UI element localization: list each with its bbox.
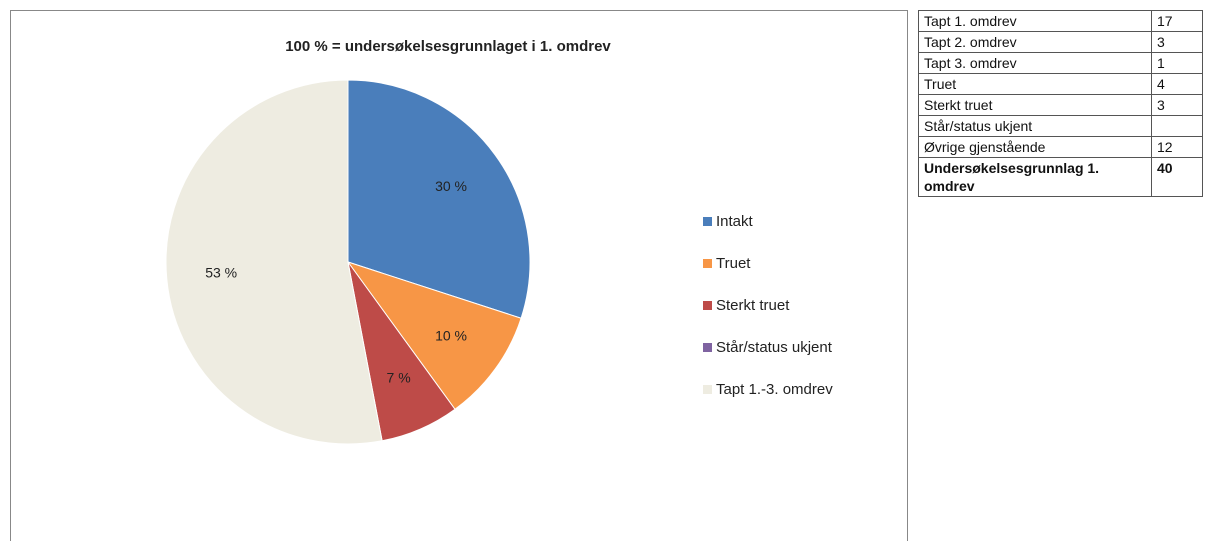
legend-swatch	[703, 259, 712, 268]
legend-label: Står/status ukjent	[716, 339, 833, 356]
legend-label: Truet	[716, 255, 751, 272]
table-cell	[1151, 115, 1203, 137]
data-label: 10 %	[435, 328, 467, 344]
table-cell: Står/status ukjent	[918, 115, 1152, 137]
table-cell: 12	[1151, 136, 1203, 158]
pie-slice	[346, 261, 522, 410]
table-row: Truet 4	[918, 73, 1203, 95]
chart-title: 100 % = undersøkelsesgrunnlaget i 1. omd…	[285, 38, 611, 55]
table-cell: Sterkt truet	[918, 94, 1152, 116]
table-cell: 4	[1151, 73, 1203, 95]
data-label: 53 %	[205, 265, 237, 281]
table-cell: Tapt 1. omdrev	[918, 10, 1152, 32]
table-cell: Tapt 2. omdrev	[918, 31, 1152, 53]
legend-swatch	[703, 343, 712, 352]
table-row: Sterkt truet 3	[918, 94, 1203, 116]
table-row: Øvrige gjenstående 12	[918, 136, 1203, 158]
table-row: Undersøkelsesgrunnlag 1. omdrev 40	[918, 157, 1203, 197]
legend-swatch	[703, 217, 712, 226]
table-row: Står/status ukjent	[918, 115, 1203, 137]
table-cell: 17	[1151, 10, 1203, 32]
data-label: 30 %	[435, 178, 467, 194]
legend-swatch	[703, 301, 712, 310]
legend-label: Intakt	[716, 213, 754, 230]
table-cell: 3	[1151, 31, 1203, 53]
table-cell: Tapt 3. omdrev	[918, 52, 1152, 74]
legend-label: Tapt 1.-3. omdrev	[716, 381, 833, 398]
table-cell: 3	[1151, 94, 1203, 116]
table-cell: 1	[1151, 52, 1203, 74]
table-row: Tapt 1. omdrev 17	[918, 10, 1203, 32]
legend-swatch	[703, 385, 712, 394]
table-cell: 40	[1151, 157, 1203, 197]
table-row: Tapt 3. omdrev 1	[918, 52, 1203, 74]
pie-slice	[347, 79, 531, 319]
table-cell: Truet	[918, 73, 1152, 95]
table-cell: Undersøkelsesgrunnlag 1. omdrev	[918, 157, 1152, 197]
data-label: 7 %	[387, 370, 411, 386]
data-table: Tapt 1. omdrev 17 Tapt 2. omdrev 3 Tapt 3. o…	[918, 10, 1203, 197]
table-row: Tapt 2. omdrev 3	[918, 31, 1203, 53]
legend-label: Sterkt truet	[716, 297, 790, 314]
pie-slice	[165, 79, 383, 445]
table-cell: Øvrige gjenstående	[918, 136, 1152, 158]
